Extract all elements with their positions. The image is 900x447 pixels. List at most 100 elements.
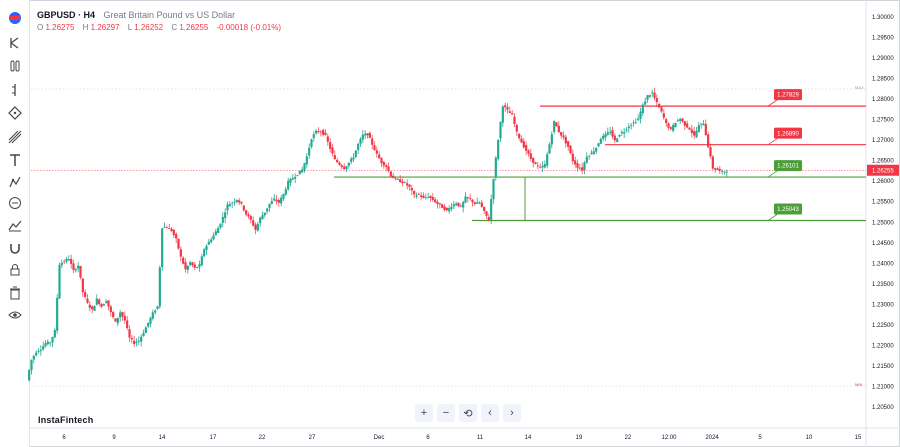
candle-body: [445, 207, 448, 211]
candle-body: [553, 120, 556, 132]
pattern-icon[interactable]: [5, 172, 25, 192]
y-tick-label: 1.28000: [872, 97, 894, 103]
x-tick-label: 2024: [705, 435, 719, 441]
candle-body: [483, 206, 486, 211]
candle-body: [518, 133, 521, 139]
candle-body: [714, 168, 717, 170]
candle-body: [128, 329, 131, 338]
candle-body: [616, 138, 619, 143]
candle-body: [273, 198, 276, 201]
candle-body: [32, 355, 35, 360]
candle-body: [284, 189, 287, 195]
candle-body: [674, 122, 677, 128]
eye-icon[interactable]: [5, 305, 25, 325]
candle-body: [305, 156, 308, 165]
candle-body: [515, 124, 518, 132]
scroll-right-button[interactable]: ›: [503, 404, 521, 422]
candle-body: [224, 212, 227, 219]
candle-body: [441, 204, 444, 208]
candle-body: [319, 131, 322, 133]
candle-body: [504, 105, 507, 108]
candle-body: [583, 162, 586, 170]
scroll-left-button[interactable]: ‹: [481, 404, 499, 422]
price-axis[interactable]: 1.30000 1.29500 1.29000 1.28500 1.28000 1.275…: [872, 15, 894, 411]
x-tick-label: 11: [477, 435, 484, 441]
candle-body: [287, 180, 290, 190]
text-icon[interactable]: [5, 150, 25, 170]
y-tick-label: 1.29000: [872, 56, 894, 62]
candle-body: [65, 258, 68, 262]
candle-body: [294, 177, 297, 179]
candle-body: [546, 154, 549, 166]
y-tick-label: 1.22500: [872, 323, 894, 329]
candle-body: [322, 130, 325, 135]
candle-body: [688, 127, 691, 130]
y-tick-label: 1.27500: [872, 118, 894, 124]
brand-icon[interactable]: [5, 8, 25, 28]
candle-body: [438, 203, 441, 205]
candle-body: [410, 187, 413, 191]
measure-icon[interactable]: [5, 193, 25, 213]
candle-body: [455, 203, 458, 206]
support-2-pointer: [767, 214, 778, 221]
reset-button[interactable]: ⟲: [459, 404, 477, 422]
candle-body: [630, 125, 633, 127]
candle-body: [387, 166, 390, 171]
candle-body: [345, 166, 348, 170]
zoom-out-button[interactable]: −: [437, 404, 455, 422]
candle-body: [560, 132, 563, 136]
x-tick-label: 17: [210, 435, 217, 441]
candle-body: [501, 106, 504, 123]
candle-body: [198, 264, 201, 268]
candle-body: [296, 175, 299, 176]
cursor-icon[interactable]: [5, 33, 25, 53]
candle-body: [569, 145, 572, 154]
trash-icon[interactable]: [5, 283, 25, 303]
candle-body: [161, 228, 164, 268]
y-tick-label: 1.23500: [872, 282, 894, 288]
brush-icon[interactable]: [5, 127, 25, 147]
candle-body: [184, 262, 187, 270]
candle-body: [317, 131, 320, 132]
symbol-title[interactable]: GBPUSD · H4: [37, 10, 96, 20]
candle-body: [91, 306, 94, 310]
time-axis[interactable]: 6 9 14 17 22 27 Dec 6 11 14 19 22 12:00 2024 5 10 15: [62, 435, 862, 441]
candle-body: [532, 157, 535, 163]
candle-body: [485, 211, 488, 216]
candle-body: [459, 205, 462, 207]
candle-body: [424, 197, 427, 199]
candle-body: [436, 201, 439, 205]
candle-body: [662, 113, 665, 118]
ohlc-low-value: 1.26252: [134, 23, 164, 32]
candle-body: [557, 125, 560, 133]
candle-body: [711, 156, 714, 169]
candle-body: [135, 341, 138, 343]
candle-body: [266, 208, 269, 212]
high-marker-label: MAX: [855, 85, 864, 90]
candle-body: [347, 162, 350, 166]
y-tick-label: 1.29500: [872, 36, 894, 42]
candle-body: [494, 157, 497, 178]
candle-body: [343, 166, 346, 170]
candle-body: [245, 210, 248, 215]
candle-body: [667, 123, 670, 128]
candle-body: [690, 129, 693, 133]
fib-icon[interactable]: [5, 103, 25, 123]
magnet-icon[interactable]: [5, 238, 25, 258]
candle-body: [480, 202, 483, 207]
zoom-in-button[interactable]: +: [415, 404, 433, 422]
lock-icon[interactable]: [5, 260, 25, 280]
candle-body: [450, 206, 453, 209]
trend-line-icon[interactable]: [5, 80, 25, 100]
candle-body: [226, 204, 229, 211]
drawing-toolbar: [0, 0, 30, 447]
candle-body: [329, 142, 332, 149]
candle-body: [147, 322, 150, 327]
candle-body: [333, 155, 336, 160]
zoom-icon[interactable]: [5, 215, 25, 235]
candle-body: [30, 359, 33, 371]
candle-body: [156, 306, 159, 309]
crosshair-icon[interactable]: [5, 56, 25, 76]
candle-body: [207, 241, 210, 245]
